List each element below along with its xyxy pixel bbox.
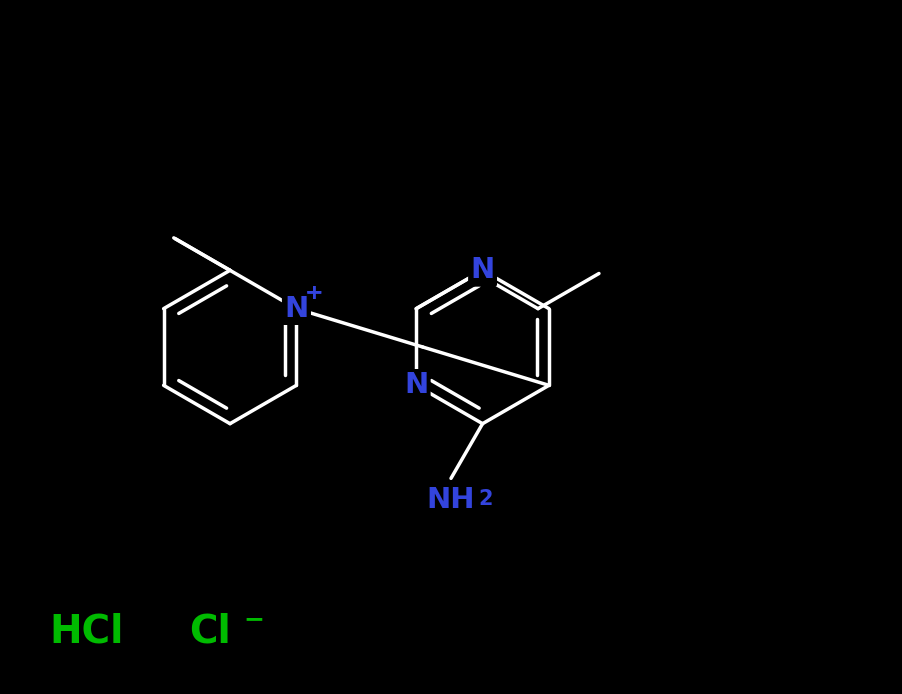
Text: N: N bbox=[404, 371, 428, 399]
Text: −: − bbox=[244, 607, 264, 631]
Text: Cl: Cl bbox=[189, 613, 231, 651]
Text: NH: NH bbox=[427, 486, 475, 514]
Text: N: N bbox=[284, 295, 308, 323]
Text: N: N bbox=[471, 256, 494, 285]
Text: HCl: HCl bbox=[50, 613, 124, 651]
Text: 2: 2 bbox=[478, 489, 492, 509]
Text: +: + bbox=[304, 283, 323, 303]
Text: N: N bbox=[284, 295, 308, 323]
Text: +: + bbox=[304, 283, 323, 303]
